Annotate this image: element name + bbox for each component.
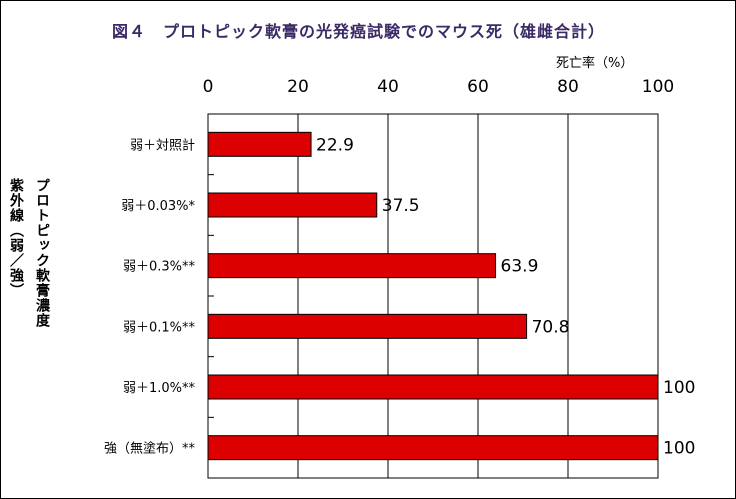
bar <box>207 192 378 218</box>
category-label: 弱＋0.1%** <box>123 320 196 335</box>
category-label: 弱＋0.03%* <box>121 199 195 214</box>
bar <box>207 435 659 461</box>
value-label: 100 <box>663 439 695 459</box>
y-axis-label: プロトピック軟膏濃度 紫外線（弱／強） <box>4 178 62 368</box>
bar <box>207 374 659 400</box>
y-axis-label-line1: プロトピック軟膏濃度 <box>34 178 50 328</box>
x-axis-unit-label: 死亡率（%） <box>556 56 634 71</box>
bar <box>207 313 528 339</box>
value-label: 100 <box>663 378 695 398</box>
x-tick-label: 80 <box>557 77 579 97</box>
x-tick-label: 0 <box>203 77 214 97</box>
y-axis-label-line2: 紫外線（弱／強） <box>8 178 24 298</box>
category-label: 弱＋0.3%** <box>123 260 196 275</box>
chart-title: 図４ プロトピック軟膏の光発癌試験でのマウス死（雄雌合計） <box>112 22 606 41</box>
plot-area <box>207 113 659 479</box>
x-tick-label: 40 <box>377 77 399 97</box>
x-tick-label: 100 <box>642 77 674 97</box>
bar <box>207 253 497 279</box>
category-label: 弱＋1.0%** <box>123 381 196 396</box>
value-label: 63.9 <box>501 257 539 277</box>
x-tick-label: 20 <box>287 77 309 97</box>
x-tick-label: 60 <box>467 77 489 97</box>
bar <box>207 131 312 157</box>
category-label: 弱＋対照計 <box>130 137 195 153</box>
value-label: 37.5 <box>382 196 420 216</box>
category-label: 強（無塗布）** <box>104 441 196 457</box>
value-label: 22.9 <box>316 135 354 155</box>
value-label: 70.8 <box>532 317 570 337</box>
